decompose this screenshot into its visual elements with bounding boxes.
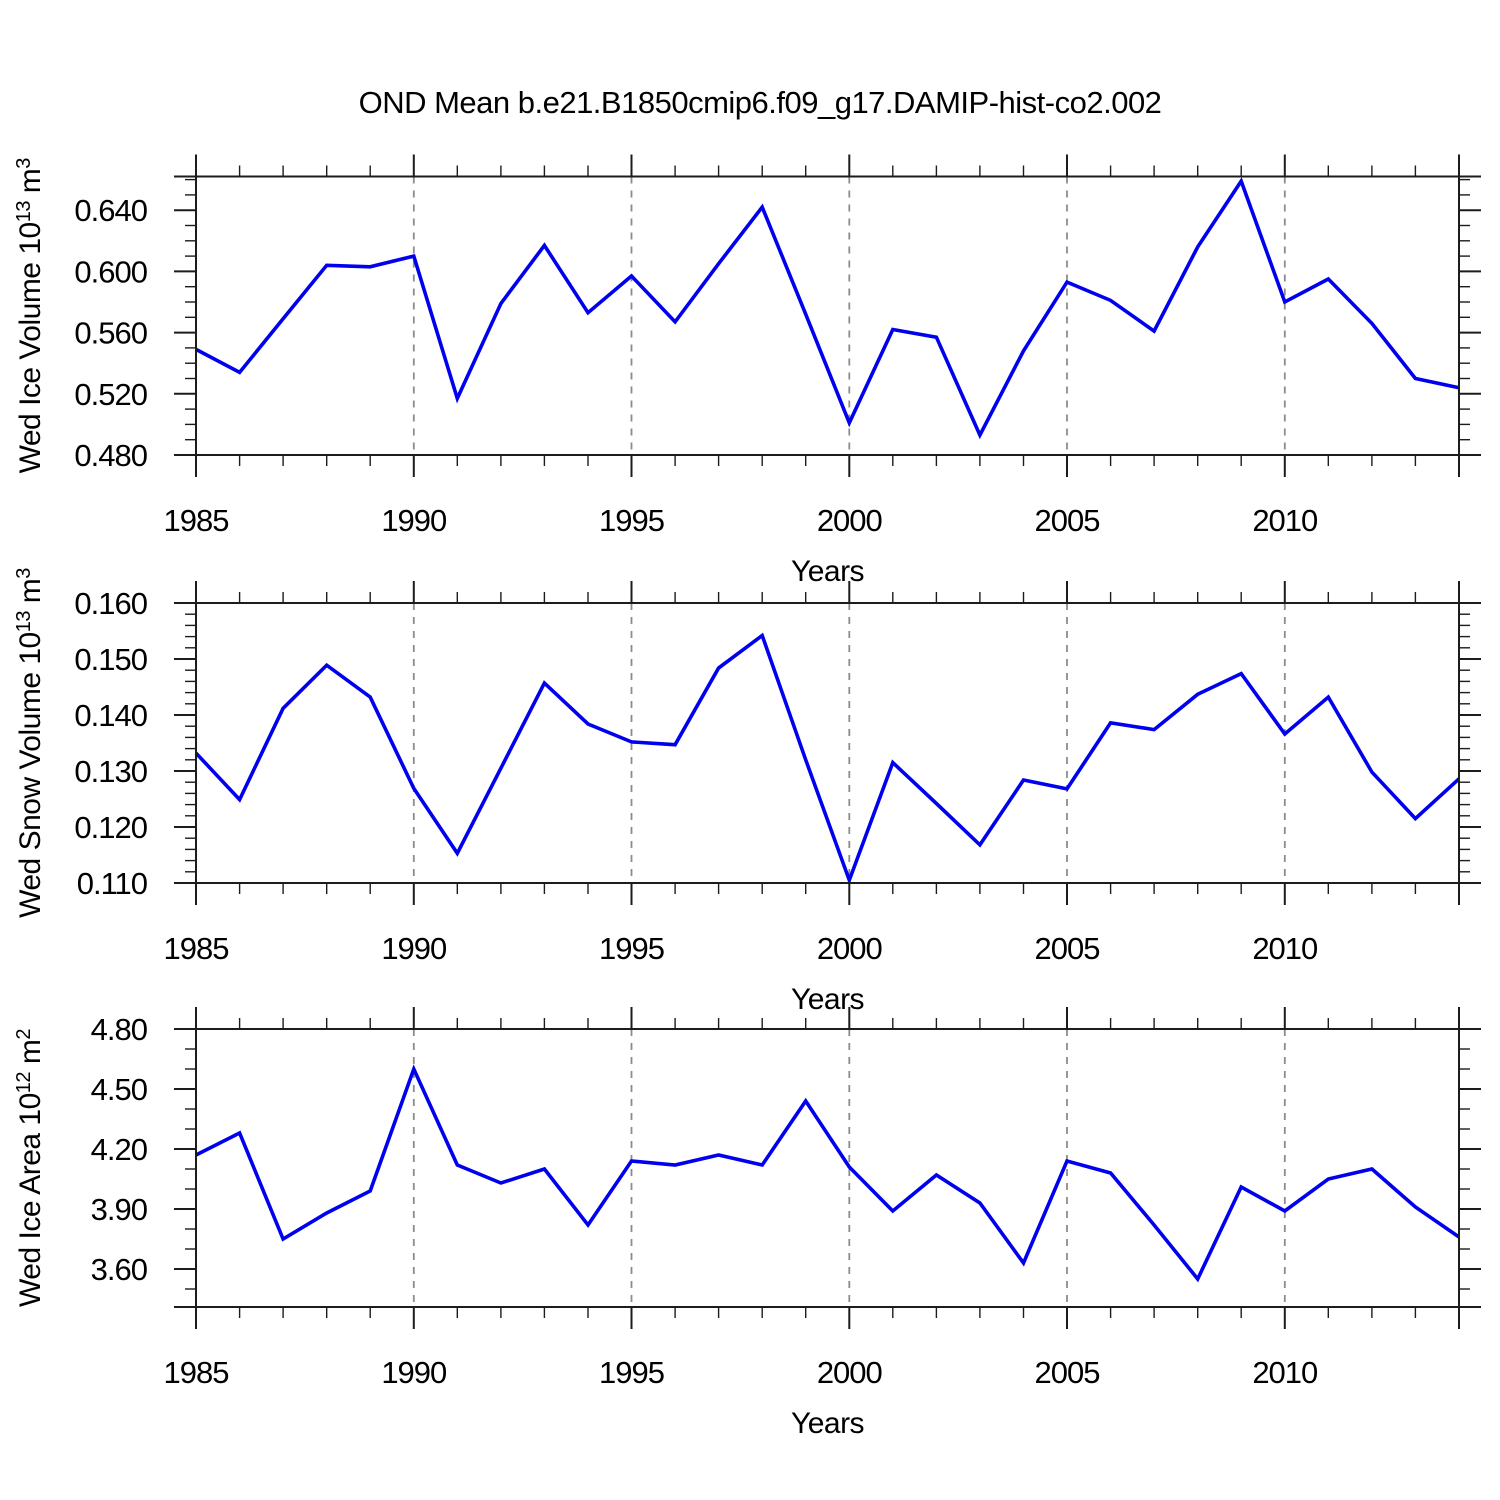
y-tick-label: 3.90 <box>91 1192 148 1227</box>
y-tick-label: 0.150 <box>74 642 147 677</box>
x-tick-label: 1990 <box>381 503 447 538</box>
x-tick-label: 1995 <box>599 503 664 538</box>
y-tick-label: 4.50 <box>91 1072 148 1107</box>
x-tick-label: 2005 <box>1035 503 1100 538</box>
x-tick-label: 1990 <box>381 931 447 966</box>
wed-snow-volume-series-line <box>194 632 1461 886</box>
y-axis-title: Wed Snow Volume 1013 m3 <box>13 568 47 918</box>
y-tick-label: 0.480 <box>74 438 147 473</box>
x-tick-label: 1985 <box>164 503 229 538</box>
x-axis-title: Years <box>791 983 864 1016</box>
y-tick-label: 3.60 <box>91 1252 148 1287</box>
y-tick-label: 0.130 <box>74 754 147 789</box>
x-tick-label: 2010 <box>1252 503 1318 538</box>
y-axis-title: Wed Ice Volume 1013 m3 <box>13 158 47 474</box>
chart-wed-ice-volume: 0.480 0.520 0.560 0.600 0.640 1985 1990 1995 200… <box>13 154 1481 588</box>
charts: 0.480 0.520 0.560 0.600 0.640 1985 1990 1995 200… <box>13 154 1481 1440</box>
x-tick-label: 2005 <box>1035 931 1100 966</box>
y-axis-title: Wed Ice Area 1012 m2 <box>13 1029 47 1307</box>
x-tick-label: 1995 <box>599 1355 664 1390</box>
y-tick-label: 0.140 <box>74 698 147 733</box>
y-tick-label: 0.520 <box>74 377 147 412</box>
x-tick-label: 1995 <box>599 931 664 966</box>
wed-ice-area-series-line <box>195 1064 1461 1283</box>
x-axis-title: Years <box>791 555 864 588</box>
x-tick-label: 1990 <box>381 1355 447 1390</box>
wed-ice-volume-series-line <box>195 177 1460 440</box>
y-tick-label: 4.80 <box>91 1012 148 1047</box>
figure-title: OND Mean b.e21.B1850cmip6.f09_g17.DAMIP-… <box>359 85 1162 120</box>
y-tick-label: 4.20 <box>91 1132 148 1167</box>
chart-wed-snow-volume: 0.110 0.120 0.130 0.140 0.150 0.160 1985 1990 19… <box>13 568 1481 1016</box>
y-tick-label: 0.110 <box>77 866 148 901</box>
y-tick-label: 0.600 <box>74 254 147 289</box>
x-tick-label: 2000 <box>817 1355 883 1390</box>
x-tick-label: 2005 <box>1035 1355 1100 1390</box>
y-tick-label: 0.120 <box>74 810 147 845</box>
x-tick-label: 2010 <box>1252 1355 1318 1390</box>
x-tick-label: 2010 <box>1252 931 1318 966</box>
y-tick-label: 0.160 <box>74 586 147 621</box>
x-tick-label: 2000 <box>817 931 883 966</box>
x-tick-label: 1985 <box>164 1355 229 1390</box>
y-tick-label: 0.640 <box>74 193 147 228</box>
chart-wed-ice-area: 3.60 3.90 4.20 4.50 4.80 1985 1990 1995 2000 2005… <box>13 1007 1481 1440</box>
x-tick-label: 1985 <box>164 931 229 966</box>
x-tick-label: 2000 <box>817 503 883 538</box>
x-axis-title: Years <box>791 1407 864 1440</box>
y-tick-label: 0.560 <box>74 316 147 351</box>
